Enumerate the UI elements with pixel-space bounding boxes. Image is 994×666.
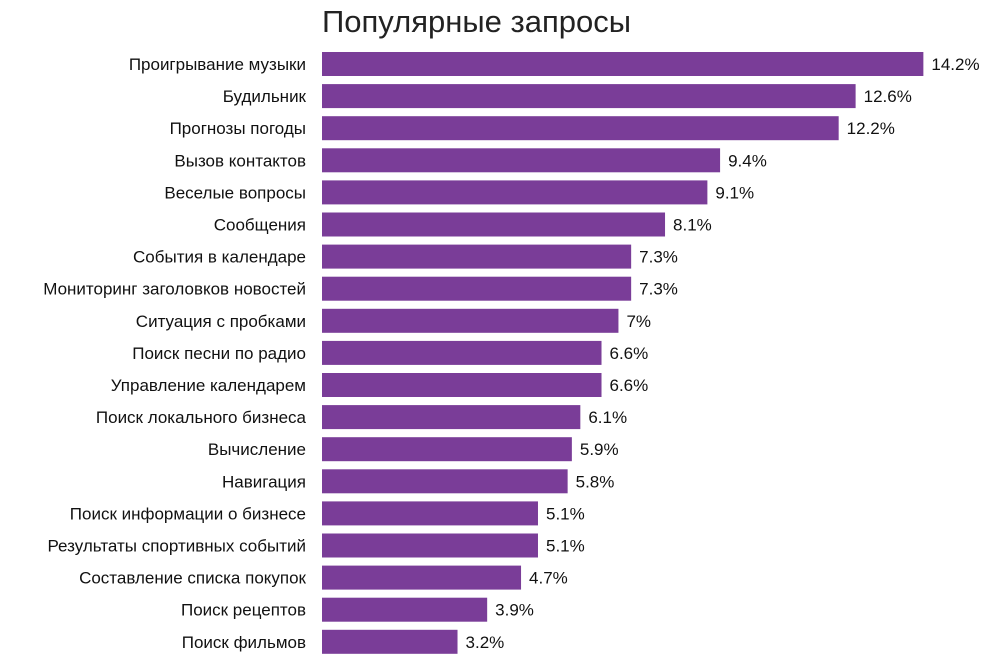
bar	[322, 501, 538, 526]
category-label: Навигация	[222, 472, 306, 491]
category-label: Поиск рецептов	[181, 601, 306, 620]
value-label: 5.1%	[546, 537, 585, 556]
bar	[322, 340, 602, 365]
category-label: Вызов контактов	[174, 151, 306, 170]
bar	[322, 469, 568, 494]
bar	[322, 52, 924, 76]
bar	[322, 180, 708, 205]
value-label: 7%	[626, 312, 651, 331]
category-label: Составление списка покупок	[79, 569, 306, 588]
value-label: 3.9%	[495, 601, 534, 620]
category-label: Мониторинг заголовков новостей	[43, 280, 306, 299]
bar	[322, 373, 602, 397]
category-label: Будильник	[223, 87, 307, 106]
bar	[322, 84, 856, 109]
bar	[322, 629, 458, 654]
bar	[322, 148, 721, 173]
value-label: 8.1%	[673, 216, 712, 235]
value-label: 6.6%	[610, 376, 649, 395]
category-label: Вычисление	[208, 440, 306, 459]
bar	[322, 212, 666, 237]
category-label: Сообщения	[214, 216, 306, 235]
bar	[322, 565, 522, 590]
value-label: 4.7%	[529, 569, 568, 588]
category-label: События в календаре	[133, 248, 306, 267]
value-label: 12.6%	[864, 87, 912, 106]
bar	[322, 244, 632, 269]
category-label: Ситуация с пробками	[136, 312, 306, 331]
category-label: Поиск локального бизнеса	[96, 408, 307, 427]
bar	[322, 597, 488, 622]
value-label: 9.1%	[715, 183, 754, 202]
bar	[322, 308, 619, 333]
category-label: Проигрывание музыки	[129, 55, 306, 74]
value-label: 6.1%	[588, 408, 627, 427]
category-label: Прогнозы погоды	[170, 119, 306, 138]
category-label: Поиск информации о бизнесе	[70, 504, 306, 523]
value-label: 7.3%	[639, 280, 678, 299]
bar	[322, 405, 581, 430]
category-label: Веселые вопросы	[164, 183, 306, 202]
value-label: 12.2%	[847, 119, 895, 138]
value-label: 7.3%	[639, 248, 678, 267]
category-label: Управление календарем	[111, 376, 306, 395]
bar	[322, 116, 839, 141]
chart-title: Популярные запросы	[322, 4, 632, 39]
category-label: Результаты спортивных событий	[47, 537, 306, 556]
category-label: Поиск фильмов	[182, 633, 306, 652]
value-label: 5.9%	[580, 440, 619, 459]
bar	[322, 437, 572, 462]
value-label: 14.2%	[931, 55, 979, 74]
value-label: 5.8%	[576, 472, 615, 491]
value-label: 3.2%	[466, 633, 505, 652]
bar	[322, 276, 632, 301]
category-label: Поиск песни по радио	[132, 344, 306, 363]
bar	[322, 533, 538, 558]
value-label: 6.6%	[610, 344, 649, 363]
value-label: 5.1%	[546, 504, 585, 523]
value-label: 9.4%	[728, 151, 767, 170]
